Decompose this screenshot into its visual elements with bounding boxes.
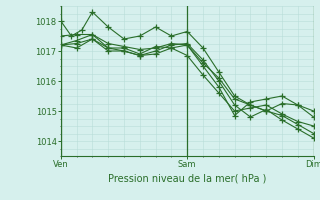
X-axis label: Pression niveau de la mer( hPa ): Pression niveau de la mer( hPa ) xyxy=(108,173,266,183)
